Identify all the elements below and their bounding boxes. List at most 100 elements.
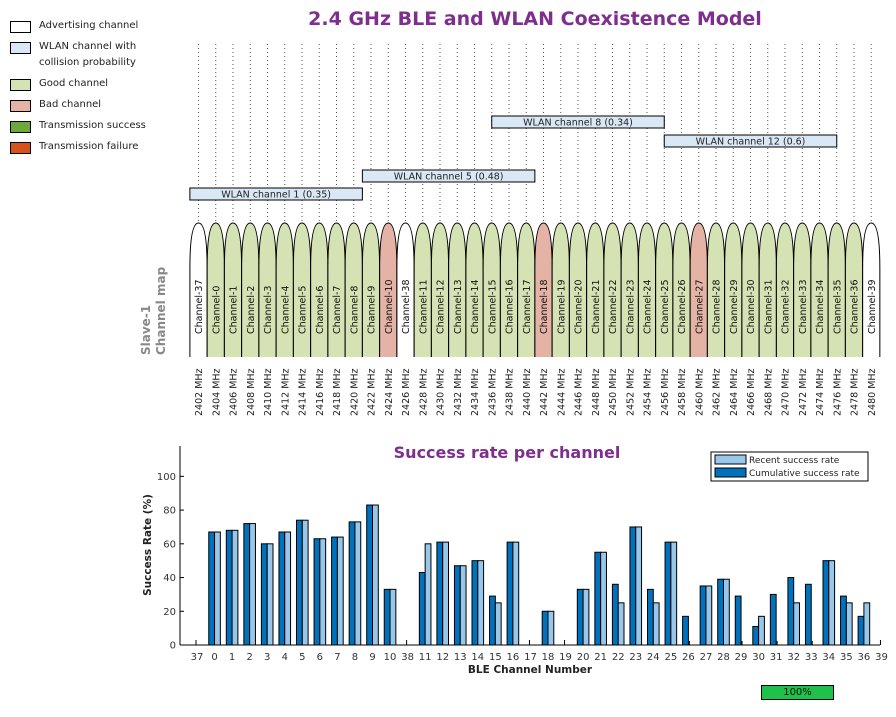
channel-lobe: Channel-31 2468 MHz — [758, 222, 777, 416]
frequency-label: 2464 MHz — [729, 368, 740, 416]
channel-lobe-fill — [810, 223, 829, 357]
channel-lobe: Channel-15 2436 MHz — [482, 222, 501, 416]
frequency-label: 2414 MHz — [298, 368, 309, 416]
bar-recent — [845, 602, 853, 646]
channel-map-ylabel: Channel map — [154, 266, 168, 355]
bar-cumulative — [436, 541, 444, 646]
bar-recent — [758, 615, 765, 646]
x-tick-label: 38 — [401, 652, 414, 663]
channel-lobe: Channel-7 2418 MHz — [327, 222, 346, 416]
frequency-label: 2460 MHz — [694, 368, 705, 416]
legend-label: WLAN channel with collision probability — [39, 41, 137, 68]
channel-label: Channel-34 — [815, 279, 826, 334]
channel-label: Channel-37 — [194, 279, 205, 334]
x-tick-label: 27 — [700, 652, 713, 663]
channel-lobe: Channel-30 2466 MHz — [741, 222, 760, 416]
channel-lobe: Channel-1 2406 MHz — [223, 222, 243, 416]
channel-label: Channel-23 — [625, 279, 636, 334]
bar-cumulative — [453, 565, 461, 646]
channel-lobe-fill — [603, 223, 622, 357]
legend-label: Good channel — [39, 78, 109, 89]
bar-recent — [319, 538, 327, 646]
channel-label: Channel-14 — [470, 279, 481, 334]
channel-lobe-fill — [569, 223, 587, 357]
channel-lobe-outline — [810, 222, 829, 357]
bar-cumulative — [296, 519, 303, 646]
channel-label: Channel-38 — [401, 279, 412, 334]
bar-cumulative — [348, 521, 356, 646]
frequency-label: 2416 MHz — [315, 368, 326, 416]
channel-label: Channel-6 — [315, 286, 326, 334]
channel-lobe-fill — [586, 223, 604, 357]
channel-lobe: Channel-19 2444 MHz — [551, 222, 570, 416]
channel-lobe: Channel-37 2402 MHz — [189, 222, 208, 416]
channel-label: Channel-16 — [505, 279, 516, 334]
channel-lobe-outline — [758, 222, 777, 357]
bar-recent — [828, 560, 836, 646]
x-tick-label: 10 — [384, 652, 397, 663]
frequency-label: 2418 MHz — [332, 368, 343, 416]
x-tick-label: 2 — [246, 652, 252, 663]
channel-lobe-fill — [638, 223, 656, 357]
channel-lobe-fill — [345, 223, 363, 357]
channel-lobe-outline — [241, 222, 260, 357]
legend-item-bad: Bad channel — [10, 97, 185, 113]
channel-lobe-outline — [292, 222, 312, 357]
channel-label: Channel-25 — [660, 279, 671, 334]
frequency-label: 2468 MHz — [763, 368, 774, 416]
legend-label: Transmission failure — [39, 141, 139, 152]
channel-lobe-fill — [465, 223, 484, 357]
channel-lobe: Channel-28 2462 MHz — [706, 222, 726, 416]
page-title: 2.4 GHz BLE and WLAN Coexistence Model — [308, 8, 762, 30]
wlan-bar-label: WLAN channel 1 (0.35) — [221, 190, 331, 201]
x-tick-label: 31 — [770, 652, 783, 663]
channel-lobe: Channel-35 2476 MHz — [827, 222, 846, 416]
bar-cumulative — [629, 526, 637, 646]
channel-lobe-outline — [206, 222, 225, 357]
channel-lobe-fill — [690, 223, 708, 357]
channel-lobe-fill — [241, 223, 259, 357]
frequency-label: 2436 MHz — [487, 368, 498, 416]
bar-cumulative — [278, 531, 286, 646]
channel-lobe: Channel-29 2464 MHz — [724, 222, 743, 416]
channel-label: Channel-3 — [263, 286, 274, 334]
x-tick-label: 3 — [264, 652, 270, 663]
chart-legend-label: Recent success rate — [749, 456, 840, 466]
y-tick-label: 100 — [157, 472, 176, 483]
x-tick-label: 23 — [629, 652, 642, 663]
channel-label: Channel-28 — [712, 279, 723, 334]
channel-lobe: Channel-27 2460 MHz — [689, 222, 708, 416]
bar-recent — [494, 602, 502, 646]
bar-recent — [284, 531, 292, 646]
chart-legend-swatch — [714, 454, 747, 465]
channel-lobe-fill — [621, 223, 639, 357]
channel-lobe: Channel-9 2422 MHz — [361, 222, 381, 416]
frequency-label: 2476 MHz — [832, 368, 843, 416]
bar-cumulative — [682, 615, 689, 646]
channel-lobe-fill — [828, 223, 846, 357]
x-tick-label: 1 — [229, 652, 235, 663]
channel-label: Channel-17 — [522, 279, 533, 334]
channel-lobe-outline — [189, 222, 208, 357]
channel-lobe: Channel-34 2474 MHz — [810, 222, 829, 416]
channel-lobe-fill — [327, 223, 346, 357]
frequency-label: 2440 MHz — [522, 368, 533, 416]
channel-lobe-outline — [430, 222, 450, 357]
bar-recent — [354, 521, 362, 646]
bar-recent — [389, 588, 397, 646]
x-tick-label: 16 — [507, 652, 520, 663]
wlan-channel-bar: WLAN channel 12 (0.6) — [663, 134, 838, 148]
legend: Advertising channel WLAN channel with co… — [10, 18, 185, 160]
bar-cumulative — [857, 615, 865, 646]
channel-lobe-fill — [776, 223, 794, 357]
channel-lobe-outline — [586, 222, 605, 357]
legend-item-success: Transmission success — [10, 118, 185, 134]
y-tick-label: 40 — [163, 573, 176, 584]
channel-lobe-outline — [655, 222, 674, 357]
x-tick-label: 9 — [369, 652, 375, 663]
chart-legend-swatch — [714, 467, 747, 478]
channel-lobe: Channel-32 2470 MHz — [775, 222, 795, 416]
channel-label: Channel-26 — [677, 279, 688, 334]
channel-lobe-fill — [431, 223, 449, 357]
